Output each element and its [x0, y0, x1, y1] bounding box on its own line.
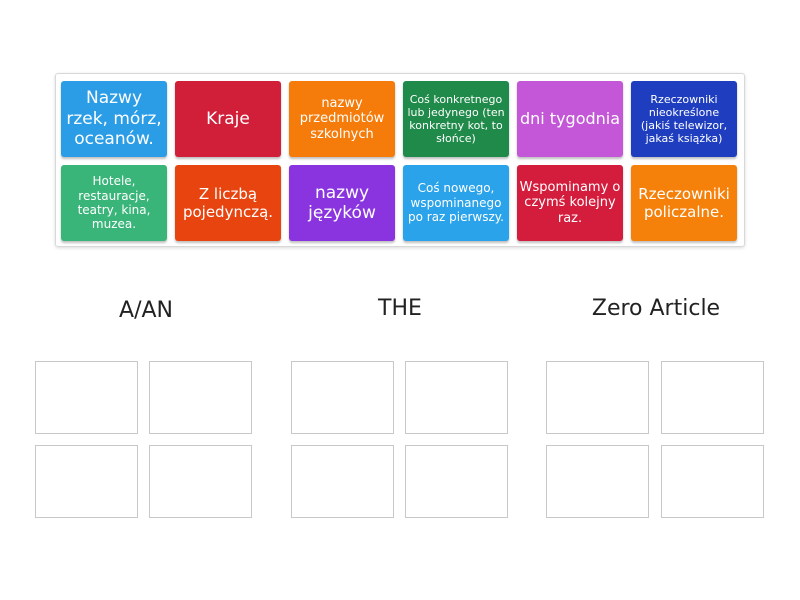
draggable-card[interactable]: nazwy języków: [289, 165, 395, 241]
draggable-card[interactable]: nazwy przedmiotów szkolnych: [289, 81, 395, 157]
drop-slot-a-an[interactable]: [35, 361, 138, 434]
drop-slot-the[interactable]: [291, 361, 394, 434]
drop-slot-zero-article[interactable]: [661, 361, 764, 434]
drop-slot-zero-article[interactable]: [546, 361, 649, 434]
drop-slot-the[interactable]: [405, 361, 508, 434]
card-pool: Nazwy rzek, mórz, oceanów. Kraje nazwy prz…: [55, 73, 745, 247]
drop-slot-a-an[interactable]: [149, 361, 252, 434]
draggable-card[interactable]: Z liczbą pojedynczą.: [175, 165, 281, 241]
drop-slot-a-an[interactable]: [35, 445, 138, 518]
draggable-card[interactable]: Rzeczowniki nieokreślone (jakiś telewizo…: [631, 81, 737, 157]
drop-slot-the[interactable]: [291, 445, 394, 518]
drop-slot-a-an[interactable]: [149, 445, 252, 518]
group-title-a-an: A/AN: [119, 298, 173, 323]
drop-slot-zero-article[interactable]: [546, 445, 649, 518]
draggable-card[interactable]: Wspominamy o czymś kolejny raz.: [517, 165, 623, 241]
drop-slot-zero-article[interactable]: [661, 445, 764, 518]
draggable-card[interactable]: Rzeczowniki policzalne.: [631, 165, 737, 241]
drop-slot-the[interactable]: [405, 445, 508, 518]
draggable-card[interactable]: Coś nowego, wspominanego po raz pierwszy…: [403, 165, 509, 241]
group-title-zero-article: Zero Article: [591, 296, 721, 321]
group-title-the: THE: [378, 296, 422, 321]
draggable-card[interactable]: Kraje: [175, 81, 281, 157]
draggable-card[interactable]: dni tygodnia: [517, 81, 623, 157]
draggable-card[interactable]: Nazwy rzek, mórz, oceanów.: [61, 81, 167, 157]
draggable-card[interactable]: Coś konkretnego lub jedynego (ten konkre…: [403, 81, 509, 157]
draggable-card[interactable]: Hotele, restauracje, teatry, kina, muzea…: [61, 165, 167, 241]
